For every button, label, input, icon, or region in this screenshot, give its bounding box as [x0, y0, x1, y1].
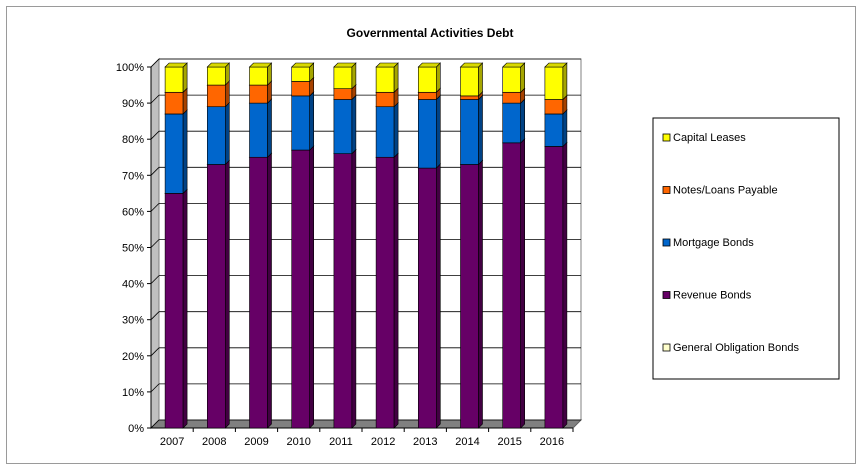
x-tick-label: 2013: [413, 436, 437, 448]
y-tick-label: 30%: [122, 315, 144, 327]
y-tick-label: 100%: [116, 62, 144, 74]
bar-segment: [290, 91, 315, 151]
legend-box: [652, 117, 840, 380]
legend-label: Mortgage Bonds: [673, 237, 754, 249]
chart-svg: Governmental Activities Debt 0% 10% 20% 30%…: [116, 26, 840, 448]
bar-segment: [164, 62, 188, 93]
x-tick-label: 2016: [540, 436, 564, 448]
bar-segment: [164, 188, 188, 429]
x-tick-label: 2008: [202, 436, 226, 448]
gridline-side: [150, 383, 160, 393]
legend-swatch: [662, 133, 671, 142]
y-tick-label: 0%: [128, 423, 144, 435]
y-tick-label: 80%: [122, 134, 144, 146]
x-tick-label: 2009: [244, 436, 268, 448]
x-tick-label: 2011: [329, 436, 353, 448]
bar-segment: [544, 141, 568, 429]
bar-segment: [459, 94, 484, 166]
y-tick-label: 10%: [122, 387, 144, 399]
bar-segment: [417, 62, 442, 93]
bar-segment: [544, 62, 568, 101]
legend-swatch: [662, 343, 671, 352]
legend-swatch: [662, 291, 671, 299]
bar-segment: [375, 62, 399, 93]
bar-segment: [375, 152, 399, 429]
legend-swatch: [662, 186, 671, 194]
bar-segment: [333, 94, 357, 155]
gridline-side: [150, 419, 160, 429]
gridline-side: [150, 58, 160, 68]
bar-segment: [206, 62, 231, 86]
legend-label: General Obligation Bonds: [673, 342, 799, 354]
y-tick-label: 60%: [122, 206, 144, 218]
chart-title: Governmental Activities Debt: [347, 26, 514, 40]
y-tick-label: 50%: [122, 243, 144, 255]
bar-segment: [206, 101, 231, 166]
bars: [164, 62, 568, 429]
bar-segment: [290, 145, 315, 429]
chart-frame: Governmental Activities Debt 0% 10% 20% 30%…: [6, 6, 856, 464]
legend-label: Capital Leases: [673, 132, 746, 144]
x-tick-label: 2010: [286, 436, 310, 448]
bar-segment: [333, 62, 357, 90]
x-tick-label: 2012: [371, 436, 395, 448]
y-tick-label: 40%: [122, 279, 144, 291]
legend: Capital Leases Notes/Loans Payable Mortgag…: [652, 117, 840, 380]
bar-segment: [417, 94, 442, 169]
bar-segment: [248, 152, 273, 429]
legend-swatch: [662, 238, 671, 247]
legend-label: Notes/Loans Payable: [673, 185, 778, 197]
x-tick-label: 2015: [497, 436, 521, 448]
bar-segment: [333, 148, 357, 429]
y-tick-label: 20%: [122, 351, 144, 363]
bar-segment: [459, 62, 484, 97]
gridline-side: [150, 203, 160, 212]
gridline-side: [150, 167, 160, 176]
x-tick-label: 2014: [455, 436, 479, 448]
legend-label: Revenue Bonds: [673, 290, 752, 302]
gridline-side: [150, 347, 160, 357]
bar-segment: [164, 109, 188, 195]
bar-segment: [544, 109, 568, 148]
bar-segment: [501, 62, 526, 93]
gridline-side: [150, 239, 160, 248]
gridline-side: [150, 94, 160, 104]
bar-segment: [248, 62, 273, 86]
gridline-side: [150, 311, 160, 320]
bar-segment: [206, 159, 231, 429]
bar-segment: [290, 62, 315, 83]
bar-segment: [459, 159, 484, 429]
x-axis-ticks: 2007 2008 2009 2010 2011 2012 2013 2014 2015 2016: [160, 428, 574, 448]
y-tick-label: 70%: [122, 170, 144, 182]
gridline-side: [150, 130, 160, 140]
bar-segment: [417, 163, 442, 429]
bar-segment: [501, 98, 526, 144]
y-tick-label: 90%: [122, 98, 144, 110]
gridline-side: [150, 275, 160, 284]
bar-segment: [248, 98, 273, 158]
bar-segment: [501, 138, 526, 429]
bar-segment: [375, 101, 399, 158]
x-tick-label: 2007: [160, 436, 184, 448]
